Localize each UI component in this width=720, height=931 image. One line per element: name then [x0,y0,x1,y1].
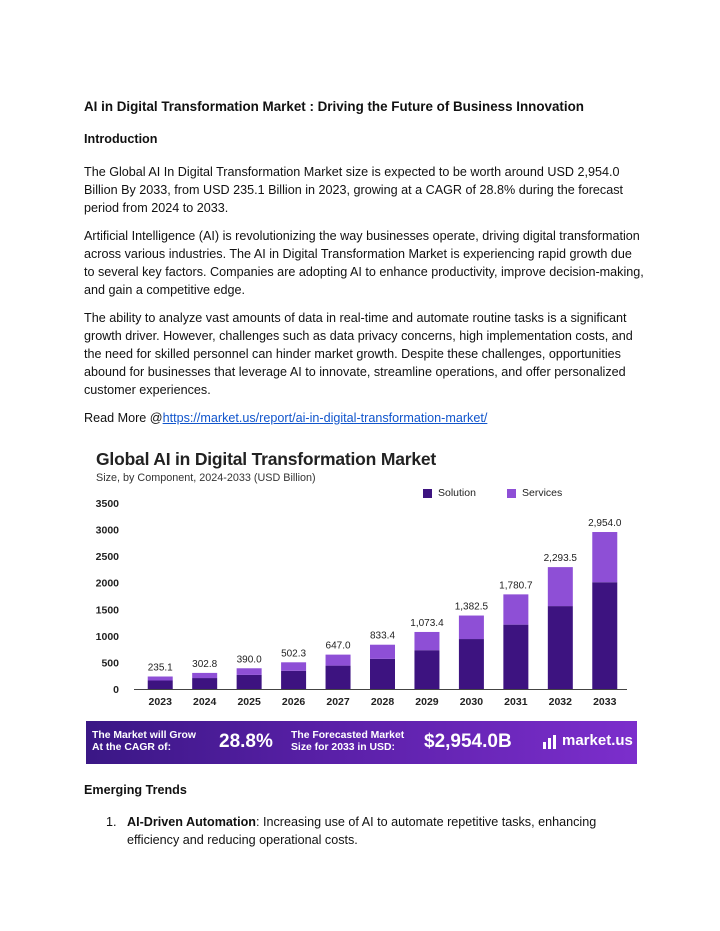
bar-services-2030 [458,615,484,640]
bar-total-label: 647.0 [326,641,351,652]
x-tick-label: 2027 [326,696,350,708]
read-more-line: Read More @https://market.us/report/ai-i… [84,409,644,427]
market-infographic: Global AI in Digital Transformation Mark… [86,443,637,764]
bar-total-label: 390.0 [237,654,262,665]
bar-solution-2029 [414,650,440,689]
bar-services-2023 [147,676,173,681]
banner-grow-line1: The Market will Grow [92,730,196,741]
bar-total-label: 302.8 [192,659,217,670]
legend-services-label: Services [522,487,563,499]
list-item-body: AI-Driven Automation: Increasing use of … [127,813,627,849]
bar-solution-2033 [592,582,618,689]
stacked-bar-chart: 0 500 1000 1500 2000 2500 3000 3500 235.1 2023 302… [96,498,627,708]
bar-solution-2032 [547,606,573,689]
emerging-trends-heading: Emerging Trends [84,783,187,797]
summary-banner: The Market will Grow At the CAGR of: 28.… [86,721,637,764]
bar-total-label: 502.3 [281,648,306,659]
x-tick-label: 2026 [282,696,306,708]
read-more-prefix: Read More @ [84,411,163,425]
y-tick-label: 500 [101,657,119,669]
x-tick-label: 2025 [237,696,261,708]
banner-grow-line2: At the CAGR of: [92,742,172,753]
y-tick-label: 3000 [96,525,120,537]
y-tick-label: 3500 [96,498,120,510]
bar-services-2028 [370,644,395,659]
x-tick-label: 2030 [460,696,484,708]
bar-total-label: 1,073.4 [410,618,444,629]
y-tick-label: 2000 [96,578,120,590]
bar-services-2024 [192,672,218,679]
bar-services-2029 [414,631,440,651]
bar-total-label: 1,382.5 [455,602,489,613]
bar-total-label: 2,293.5 [544,553,578,564]
y-tick-label: 2500 [96,551,120,563]
bar-services-2026 [281,662,307,671]
bar-solution-2023 [147,680,173,689]
bar-solution-2025 [236,674,262,689]
legend-solution-swatch [423,488,432,498]
y-tick-label: 1000 [96,631,120,643]
x-tick-label: 2032 [549,696,573,708]
legend-services-swatch [507,488,516,498]
x-tick-label: 2023 [149,696,173,708]
bar-solution-2026 [281,670,307,689]
bar-services-2025 [236,668,262,675]
x-tick-label: 2033 [593,696,617,708]
bar-solution-2031 [503,624,529,689]
banner-forecast-value: $2,954.0B [424,731,512,752]
x-tick-label: 2024 [193,696,217,708]
list-item-number: 1. [106,815,117,829]
introduction-heading: Introduction [84,132,158,146]
banner-grow-text: The Market will Grow At the CAGR of: [92,730,196,754]
page-title: AI in Digital Transformation Market : Dr… [84,99,584,114]
bar-services-2032 [547,567,573,607]
market-us-logo-icon [543,735,556,749]
legend-solution: Solution [423,487,476,499]
banner-forecast-line2: Size for 2033 in USD: [291,742,395,753]
list-item-label: AI-Driven Automation [127,815,256,829]
banner-forecast-text: The Forecasted Market Size for 2033 in U… [291,730,404,754]
intro-paragraph-market-size: The Global AI In Digital Transformation … [84,165,624,215]
bar-services-2031 [503,594,529,625]
banner-cagr-value: 28.8% [219,731,273,752]
chart-title: Global AI in Digital Transformation Mark… [96,449,437,469]
list-item-text: : Increasing use of AI to automate repet… [127,815,597,847]
banner-forecast-line1: The Forecasted Market [291,730,405,741]
bar-solution-2030 [458,639,484,689]
bar-total-label: 2,954.0 [588,518,622,529]
y-tick-label: 1500 [96,604,120,616]
bar-services-2033 [592,532,618,583]
bar-total-label: 235.1 [148,663,173,674]
x-tick-label: 2029 [415,696,439,708]
x-tick-label: 2031 [504,696,528,708]
report-link[interactable]: https://market.us/report/ai-in-digital-t… [162,411,488,425]
bar-solution-2028 [370,658,395,689]
bar-services-2027 [325,654,351,666]
bar-total-label: 1,780.7 [499,580,533,591]
brand-name: market.us [562,732,633,749]
chart-subtitle: Size, by Component, 2024-2033 (USD Billi… [96,472,316,484]
legend-solution-label: Solution [438,487,476,499]
intro-paragraph-ai-revolution: Artificial Intelligence (AI) is revoluti… [84,229,644,297]
intro-paragraph-growth-drivers: The ability to analyze vast amounts of d… [84,311,633,397]
legend-services: Services [507,487,562,499]
x-tick-label: 2028 [371,696,395,708]
bar-solution-2024 [192,678,218,689]
bar-total-label: 833.4 [370,631,395,642]
y-tick-label: 0 [113,684,119,696]
bar-solution-2027 [325,665,351,689]
